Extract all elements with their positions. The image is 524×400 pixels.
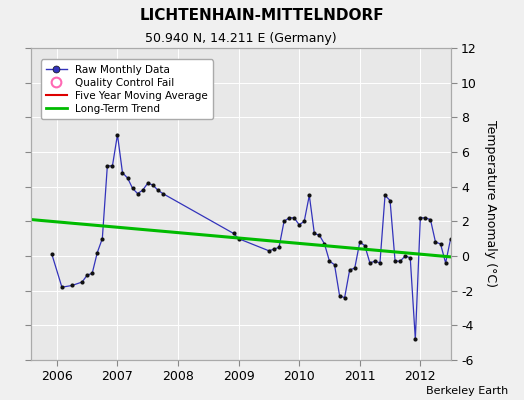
Point [431,239,440,245]
Point [48,251,56,258]
Point [315,232,323,238]
Point [154,187,162,193]
Point [234,236,243,242]
Point [270,246,278,252]
Point [118,170,127,176]
Point [280,218,288,224]
Point [406,254,414,261]
Title: 50.940 N, 14.211 E (Germany): 50.940 N, 14.211 E (Germany) [145,32,337,46]
Legend: Raw Monthly Data, Quality Control Fail, Five Year Moving Average, Long-Term Tren: Raw Monthly Data, Quality Control Fail, … [41,60,213,119]
Point [134,190,142,197]
Point [386,197,394,204]
Point [441,260,450,266]
Point [381,192,389,198]
Point [68,282,76,289]
Point [396,258,405,264]
Point [325,258,334,264]
Point [320,241,329,247]
Point [411,336,420,342]
Point [356,239,364,245]
Text: LICHTENHAIN-MITTELNDORF: LICHTENHAIN-MITTELNDORF [140,8,384,23]
Point [83,272,91,278]
Point [351,265,359,271]
Point [335,293,344,299]
Point [144,180,152,186]
Point [88,270,96,276]
Point [159,190,167,197]
Point [123,175,132,181]
Point [345,267,354,273]
Point [330,262,339,268]
Point [376,260,384,266]
Point [421,215,430,221]
Point [446,236,455,242]
Point [103,163,112,169]
Point [305,192,313,198]
Point [310,230,319,237]
Y-axis label: Temperature Anomaly (°C): Temperature Anomaly (°C) [484,120,497,288]
Point [93,249,102,256]
Point [275,244,283,250]
Point [391,258,399,264]
Point [128,185,137,192]
Point [300,218,309,224]
Point [401,253,409,259]
Point [436,241,445,247]
Point [58,284,66,290]
Point [341,294,349,301]
Point [285,215,293,221]
Point [265,248,273,254]
Point [290,215,298,221]
Point [295,222,303,228]
Point [98,236,106,242]
Point [416,215,424,221]
Point [108,163,117,169]
Point [78,279,86,285]
Text: Berkeley Earth: Berkeley Earth [426,386,508,396]
Point [366,260,374,266]
Point [138,187,147,193]
Point [361,242,369,249]
Point [149,182,157,188]
Point [113,132,122,138]
Point [427,216,435,223]
Point [230,230,238,237]
Point [370,258,379,264]
